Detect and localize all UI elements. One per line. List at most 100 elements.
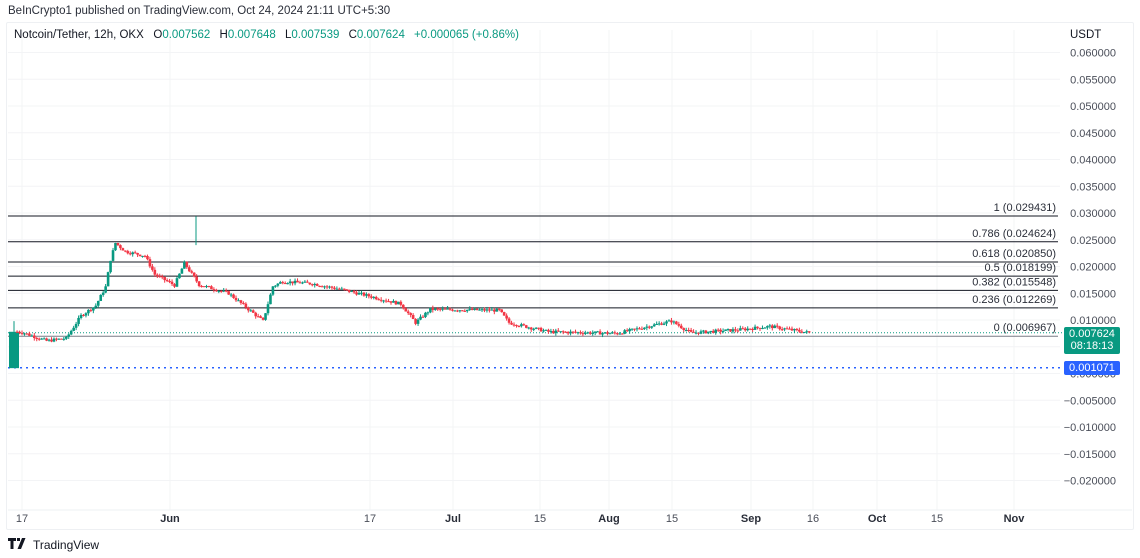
candle <box>773 325 777 329</box>
y-tick-label: −0.015000 <box>1064 449 1116 461</box>
candle <box>124 250 127 252</box>
candle <box>719 329 722 332</box>
candle <box>692 331 695 333</box>
candle <box>598 331 602 335</box>
fib-level-label: 0.5 (0.018199) <box>984 262 1056 274</box>
candle <box>510 322 513 325</box>
tradingview-logo[interactable]: TradingView <box>8 537 99 552</box>
candle <box>384 300 388 302</box>
candle <box>271 286 275 295</box>
x-tick-label: Aug <box>598 513 619 525</box>
candle <box>30 335 34 337</box>
candle <box>89 309 93 311</box>
candle <box>40 338 43 340</box>
candle <box>222 290 226 292</box>
candle <box>780 329 784 331</box>
candle <box>807 331 811 333</box>
low-value: 0.007539 <box>291 29 340 41</box>
candle <box>350 291 353 293</box>
candle <box>109 260 112 273</box>
candle <box>697 332 700 334</box>
candle <box>475 308 479 311</box>
candle <box>571 331 575 333</box>
candle <box>242 302 245 304</box>
candle <box>559 331 563 333</box>
candle <box>446 308 449 310</box>
candle <box>771 325 774 329</box>
candle <box>301 282 304 284</box>
x-tick-label: 15 <box>931 513 943 525</box>
candle <box>163 276 166 281</box>
candle <box>534 327 538 329</box>
candle <box>566 331 570 334</box>
candle <box>438 308 442 310</box>
candle <box>620 333 624 335</box>
y-tick-label: 0.020000 <box>1070 262 1116 274</box>
y-tick-label: −0.020000 <box>1064 476 1116 488</box>
candle <box>527 327 531 329</box>
candle <box>283 283 287 285</box>
candle <box>308 282 312 285</box>
candle <box>133 252 137 254</box>
fibonacci-retracement[interactable]: 1 (0.029431) 0.786 (0.024624) 0.618 (0.020… <box>8 202 1062 369</box>
current-price-label: 0.007624 08:18:13 <box>1064 327 1120 354</box>
candle <box>525 325 528 328</box>
candle <box>613 332 617 334</box>
candle <box>790 328 794 331</box>
candle <box>232 294 235 298</box>
candle <box>335 288 339 290</box>
candle <box>739 328 742 331</box>
candle <box>638 328 641 330</box>
y-tick-label: 0.035000 <box>1070 181 1116 193</box>
candle <box>495 308 499 312</box>
candle <box>433 308 437 310</box>
candle <box>50 339 53 342</box>
candle <box>394 300 398 305</box>
candle <box>569 331 572 334</box>
candle <box>537 327 540 329</box>
candle <box>480 309 484 311</box>
candle <box>210 286 213 290</box>
candle <box>451 309 454 311</box>
horizontal-line-price-label: 0.001071 <box>1064 361 1120 375</box>
candle <box>756 326 759 328</box>
candle <box>574 331 577 333</box>
candle <box>239 300 243 303</box>
candle <box>419 316 422 320</box>
candle <box>77 317 80 324</box>
candle <box>746 328 749 331</box>
candle <box>362 292 366 296</box>
candle <box>721 330 725 332</box>
price-axis[interactable]: 0.060000 0.055000 0.050000 0.045000 0.040000… <box>1064 48 1116 488</box>
candle <box>493 309 496 312</box>
currency-label: USDT <box>1070 29 1102 41</box>
candle <box>414 319 417 324</box>
candle <box>650 326 654 328</box>
candle <box>42 338 46 340</box>
candle <box>424 312 427 318</box>
candle <box>729 329 732 332</box>
candle <box>645 326 649 328</box>
candle <box>593 331 597 333</box>
candle <box>205 286 208 288</box>
y-tick-label: 0.045000 <box>1070 128 1116 140</box>
x-tick-label: Nov <box>1004 513 1026 525</box>
candle <box>404 308 408 312</box>
candle <box>313 284 317 286</box>
candle <box>426 312 430 314</box>
candle <box>229 294 233 296</box>
high-value: 0.007648 <box>227 29 276 41</box>
candle <box>320 286 324 288</box>
candle <box>783 328 786 330</box>
candle <box>561 331 565 333</box>
candle <box>256 316 260 318</box>
candle <box>60 338 63 340</box>
candle <box>716 329 720 331</box>
candle <box>684 329 688 331</box>
candle <box>96 300 100 306</box>
published-line: BeInCrypto1 published on TradingView.com… <box>8 5 391 17</box>
candle <box>136 252 139 255</box>
time-axis[interactable]: 17 Jun 17 Jul 15 Aug 15 Sep 16 Oct 15 Nov <box>8 509 1132 525</box>
candle <box>539 327 543 332</box>
